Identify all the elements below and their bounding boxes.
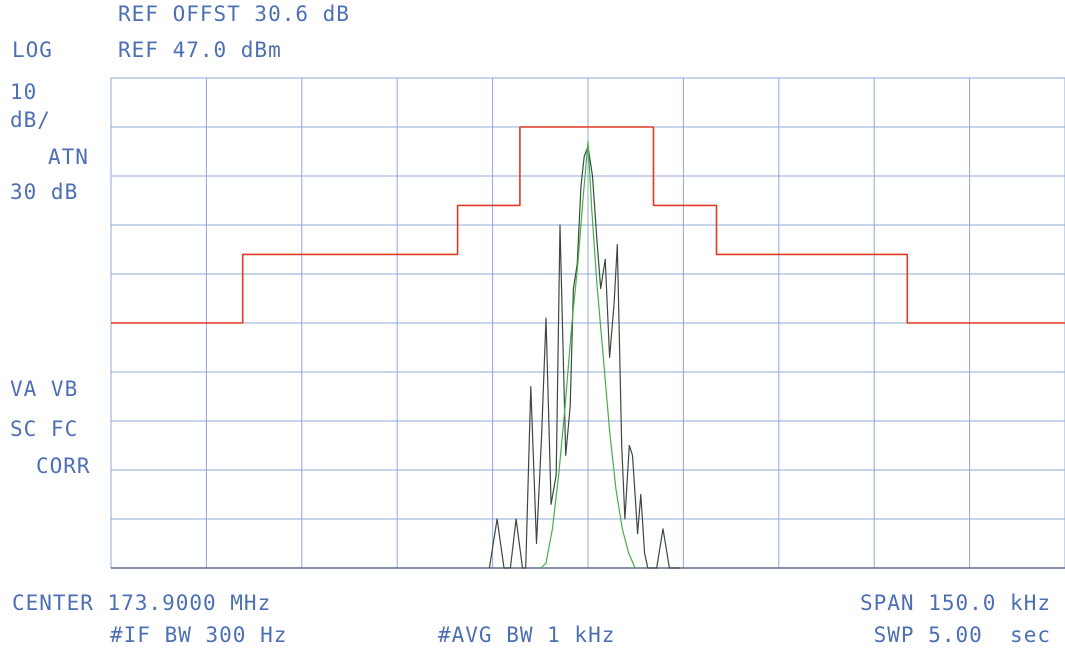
- center-frequency: CENTER 173.9000 MHz: [12, 591, 272, 615]
- average-trace-line: [540, 141, 636, 569]
- flags-va-vb: VA VB: [10, 377, 79, 401]
- flags-corr: CORR: [36, 454, 91, 478]
- sweep-time: SWP 5.00 sec: [873, 623, 1051, 647]
- emission-mask-line: [111, 126, 1065, 324]
- atten-label: ATN: [48, 145, 89, 169]
- atten-value: 30 dB: [10, 180, 79, 204]
- ref-offset-readout: REF OFFST 30.6 dB: [118, 2, 350, 26]
- span-readout: SPAN 150.0 kHz: [859, 591, 1051, 615]
- spectrum-trace-line: [488, 146, 681, 569]
- ref-level-readout: REF 47.0 dBm: [118, 38, 282, 62]
- avg-bandwidth: #AVG BW 1 kHz: [438, 623, 616, 647]
- if-bandwidth: #IF BW 300 Hz: [110, 623, 288, 647]
- scale-value: 10: [10, 80, 38, 104]
- flags-sc-fc: SC FC: [10, 417, 79, 441]
- scale-mode-label: LOG: [12, 38, 53, 62]
- scale-unit: dB/: [10, 108, 51, 132]
